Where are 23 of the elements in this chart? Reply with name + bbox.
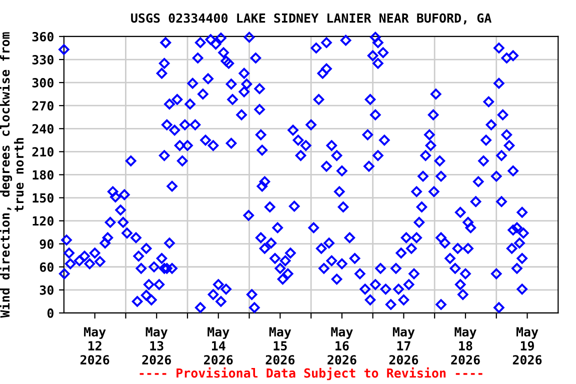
y-tick-label: 180: [32, 170, 54, 180]
text: ---- Provisional Data Subject to Revision ----: [140, 367, 482, 380]
x-tick-label: May 16 2026: [328, 327, 356, 365]
x-tick-label: May 14 2026: [204, 327, 233, 365]
y-tick-label: 90: [40, 239, 54, 249]
y-tick-label: 240: [32, 124, 54, 134]
y-tick-label: 0: [47, 308, 54, 318]
x-tick-label: May 19 2026: [512, 327, 542, 365]
chart-title: USGS 02334400 LAKE SIDNEY LANIER NEAR BUFORD, GA: [131, 13, 492, 24]
x-tick-label: May 13 2026: [142, 327, 171, 365]
y-tick-label: 30: [40, 285, 54, 295]
y-tick-label: 150: [32, 193, 54, 203]
y-tick-label: 210: [32, 147, 54, 157]
y-tick-label: 270: [32, 101, 54, 111]
x-tick-label: May 12 2026: [80, 327, 110, 365]
y-tick-label: 60: [40, 262, 54, 272]
x-tick-label: May 17 2026: [389, 327, 418, 365]
y-tick-label: 120: [32, 216, 54, 226]
y-tick-label: 300: [32, 78, 54, 88]
x-tick-label: May 15 2026: [266, 327, 295, 365]
y-tick-label: 330: [32, 54, 54, 64]
x-tick-label: May 18 2026: [451, 327, 480, 365]
y-tick-label: 360: [32, 32, 54, 42]
